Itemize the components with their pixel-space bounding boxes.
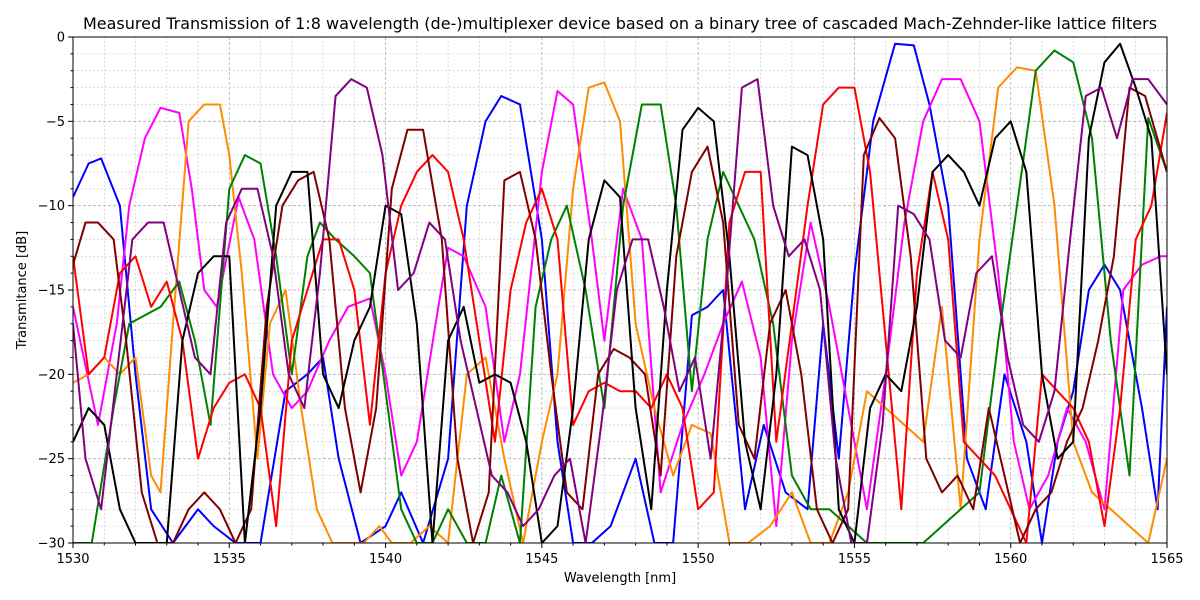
x-tick-label: 1565 (1150, 552, 1183, 567)
series-line-8 (73, 78, 1167, 543)
y-tick-label: −10 (38, 199, 65, 214)
y-tick-label: 0 (57, 31, 65, 46)
x-tick-label: 1550 (682, 552, 715, 567)
x-tick-label: 1560 (994, 552, 1027, 567)
series-line-6 (73, 86, 1167, 543)
x-axis-label: Wavelength [nm] (564, 571, 676, 586)
y-axis-label: Transmitance [dB] (15, 231, 30, 351)
chart-title: Measured Transmission of 1:8 wavelength … (83, 14, 1157, 33)
series-group (73, 42, 1167, 543)
x-axis: 1530 1535 1540 1545 1550 1555 1560 1565 (56, 543, 1184, 567)
y-tick-label: −15 (38, 284, 65, 299)
x-tick-label: 1540 (369, 552, 402, 567)
y-tick-label: −25 (38, 452, 65, 467)
x-tick-label: 1555 (838, 552, 871, 567)
y-axis: 0 −5 −10 −15 −20 −25 −30 (38, 31, 73, 552)
series-line-2 (73, 78, 1167, 528)
series-line-5 (73, 86, 1167, 543)
series-line-7 (73, 42, 1167, 543)
series-layer (73, 42, 1167, 543)
y-tick-label: −5 (46, 115, 65, 130)
x-tick-label: 1535 (213, 552, 246, 567)
x-tick-label: 1545 (525, 552, 558, 567)
x-tick-label: 1530 (56, 552, 89, 567)
y-tick-label: −30 (38, 537, 65, 552)
y-tick-label: −20 (38, 368, 65, 383)
series-line-3 (73, 66, 1167, 543)
